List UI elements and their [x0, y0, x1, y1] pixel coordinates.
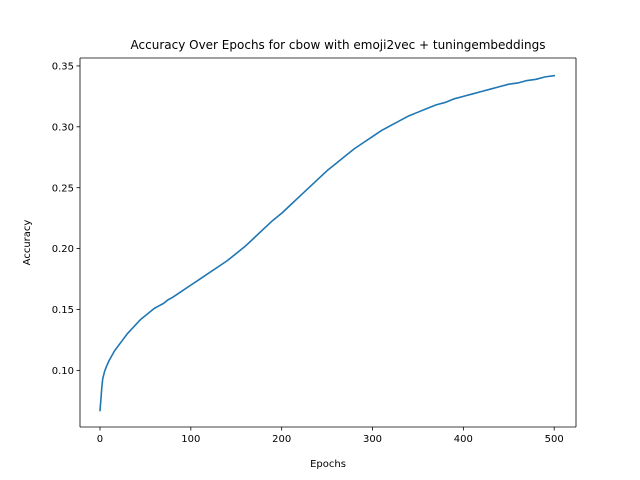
series-line-0 [99, 74, 556, 412]
plot-area [80, 58, 576, 427]
y-tick-label: 0.30 [52, 122, 74, 133]
x-tick-label: 400 [454, 434, 473, 445]
x-axis-ticks: 0 100 200 300 400 500 [97, 427, 564, 445]
y-axis-ticks: 0.10 0.15 0.20 0.25 0.30 0.35 [52, 62, 80, 377]
chart-title: Accuracy Over Epochs for cbow with emoji… [131, 38, 546, 52]
series-layer [99, 74, 556, 412]
x-tick-label: 300 [363, 434, 382, 445]
y-tick-label: 0.15 [52, 305, 74, 316]
x-tick-label: 200 [272, 434, 291, 445]
y-tick-label: 0.10 [52, 366, 74, 377]
y-tick-label: 0.25 [52, 183, 74, 194]
y-tick-label: 0.35 [52, 62, 74, 73]
x-tick-label: 100 [181, 434, 200, 445]
axes-frame [79, 57, 577, 428]
x-tick-label: 500 [545, 434, 564, 445]
x-axis-label: Epochs [310, 459, 346, 470]
y-axis-label: Accuracy [22, 220, 33, 266]
x-tick-label: 0 [97, 434, 103, 445]
y-tick-label: 0.20 [52, 244, 74, 255]
